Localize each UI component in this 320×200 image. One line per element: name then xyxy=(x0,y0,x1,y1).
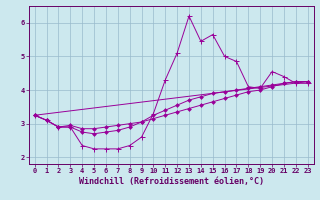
X-axis label: Windchill (Refroidissement éolien,°C): Windchill (Refroidissement éolien,°C) xyxy=(79,177,264,186)
